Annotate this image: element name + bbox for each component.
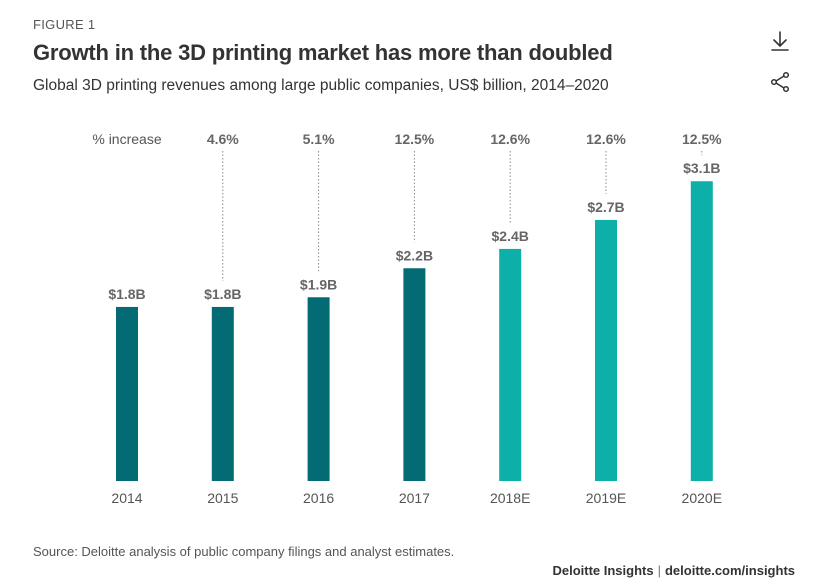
value-label-2017: $2.2B <box>396 247 433 263</box>
increase-header: % increase <box>92 131 161 147</box>
chart-subtitle: Global 3D printing revenues among large … <box>33 77 609 94</box>
x-tick-2018E: 2018E <box>490 490 530 506</box>
x-tick-2020E: 2020E <box>682 490 722 506</box>
chart-title: Growth in the 3D printing market has mor… <box>33 40 613 65</box>
value-label-2018E: $2.4B <box>492 228 529 244</box>
bar-2016 <box>307 297 330 481</box>
bar-2020E <box>690 181 713 482</box>
increase-label-2019E: 12.6% <box>586 131 626 147</box>
value-label-2020E: $3.1B <box>683 160 720 176</box>
figure-label: FIGURE 1 <box>33 17 96 32</box>
x-tick-2016: 2016 <box>303 490 334 506</box>
increase-label-2018E: 12.6% <box>490 131 530 147</box>
bar-2019E <box>595 219 617 481</box>
increase-label-2015: 4.6% <box>207 131 239 147</box>
value-label-2014: $1.8B <box>108 286 145 302</box>
credit-brand: Deloitte Insights <box>552 563 654 578</box>
value-label-2019E: $2.7B <box>587 199 624 215</box>
value-label-2016: $1.9B <box>300 276 337 292</box>
bar-2018E <box>499 248 522 481</box>
value-label-2015: $1.8B <box>204 286 241 302</box>
credit-line: Deloitte Insights | deloitte.com/insights <box>552 563 795 578</box>
increase-label-2016: 5.1% <box>303 131 335 147</box>
credit-url[interactable]: deloitte.com/insights <box>664 563 795 578</box>
bar-2017 <box>403 268 426 481</box>
bar-2015 <box>211 306 234 481</box>
source-note: Source: Deloitte analysis of public comp… <box>33 544 455 559</box>
x-tick-2015: 2015 <box>207 490 238 506</box>
share-icon[interactable] <box>768 70 792 94</box>
bar-2014 <box>116 306 138 481</box>
credit-separator: | <box>657 563 661 578</box>
increase-label-2020E: 12.5% <box>682 131 722 147</box>
increase-label-2017: 12.5% <box>395 131 435 147</box>
x-tick-2019E: 2019E <box>586 490 626 506</box>
download-icon[interactable] <box>768 29 792 53</box>
x-tick-2014: 2014 <box>111 490 142 506</box>
x-tick-2017: 2017 <box>399 490 430 506</box>
